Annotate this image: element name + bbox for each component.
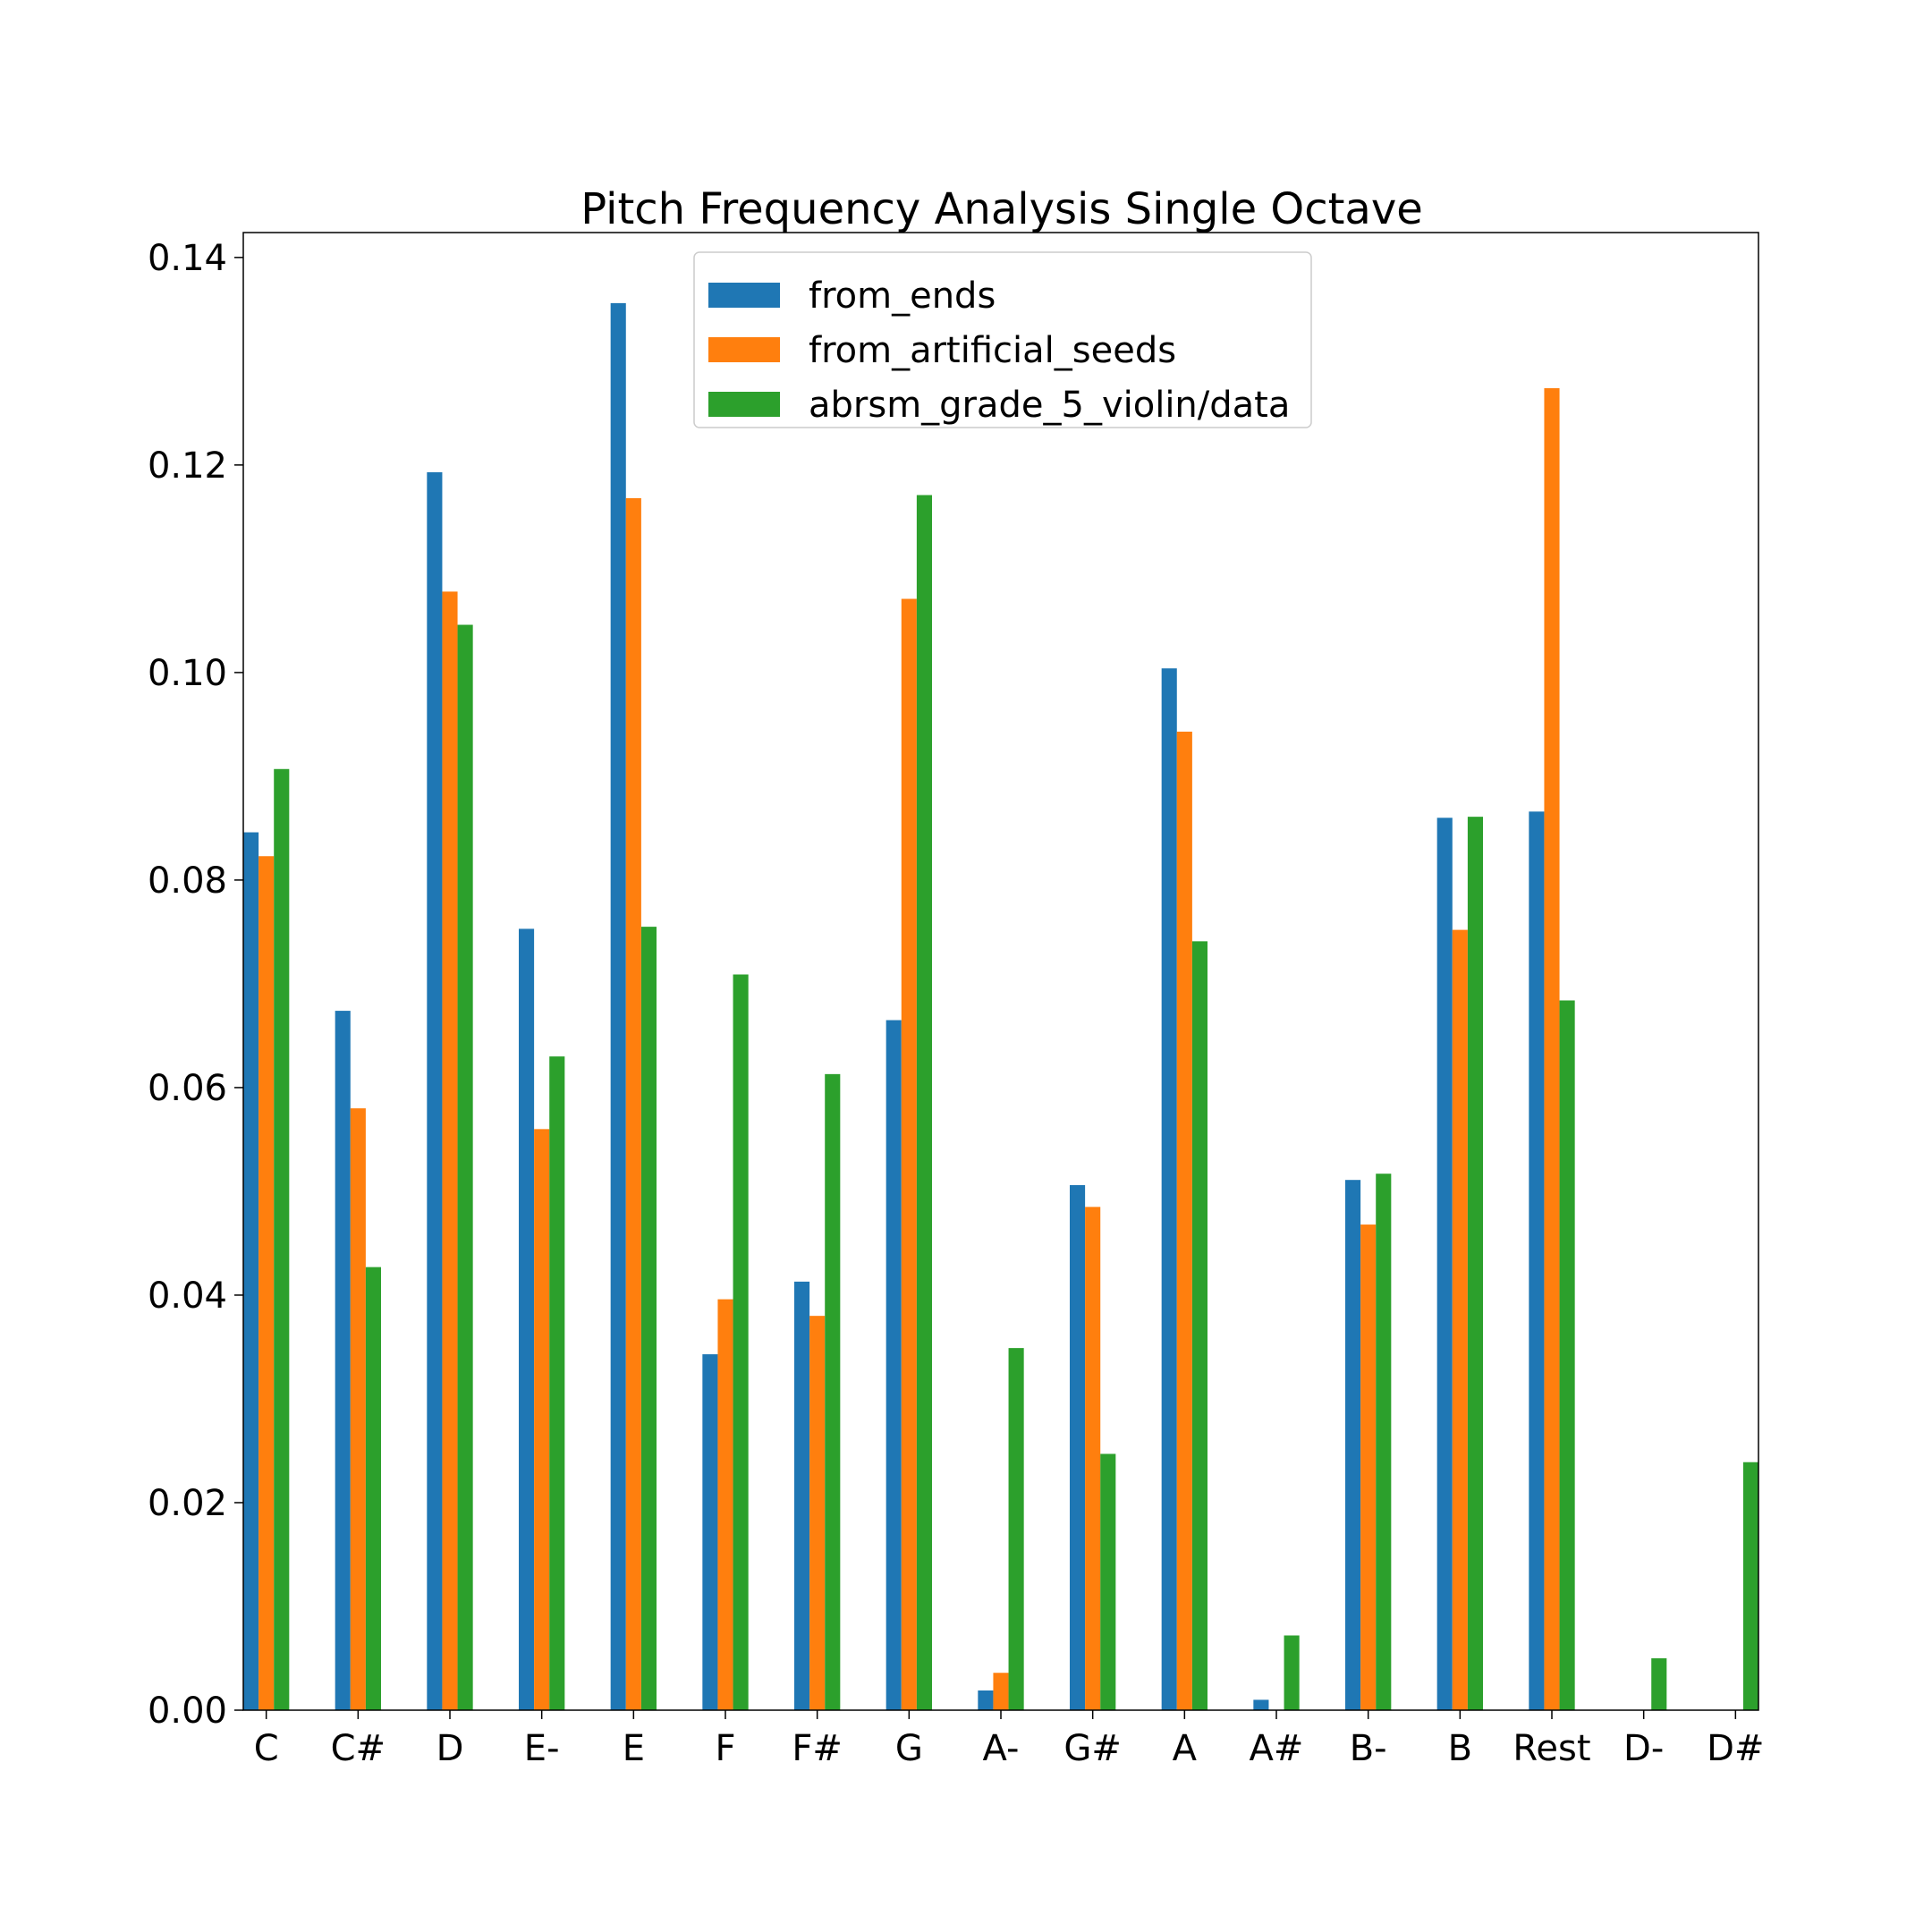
bar-from-artificial-seeds-8 (993, 1673, 1009, 1710)
bar-from-artificial-seeds-1 (350, 1108, 366, 1710)
bar-from-artificial-seeds-14 (1544, 388, 1560, 1710)
x-tick-label: B (1448, 1728, 1472, 1769)
x-tick-label: A# (1250, 1728, 1304, 1769)
bar-from-ends-7 (886, 1020, 902, 1710)
bar-abrsm-grade-5-violin-data-16 (1742, 1462, 1758, 1710)
bar-from-ends-2 (427, 471, 443, 1710)
bar-abrsm-grade-5-violin-data-10 (1191, 941, 1208, 1710)
bar-from-ends-5 (702, 1354, 718, 1710)
bar-from-ends-14 (1529, 811, 1545, 1710)
bar-from-artificial-seeds-10 (1176, 732, 1192, 1710)
chart-title: Pitch Frequency Analysis Single Octave (580, 184, 1423, 234)
legend-label: from_artificial_seeds (809, 330, 1176, 371)
bar-from-ends-3 (519, 928, 535, 1710)
bar-from-artificial-seeds-13 (1452, 929, 1468, 1710)
bar-from-ends-8 (978, 1690, 994, 1710)
legend-swatch (708, 283, 780, 308)
x-tick-label: E (623, 1728, 645, 1769)
x-tick-label: D (436, 1728, 464, 1769)
bar-abrsm-grade-5-violin-data-5 (733, 974, 749, 1710)
x-tick-label: A- (983, 1728, 1020, 1769)
bars-layer (243, 302, 1758, 1710)
bar-from-artificial-seeds-6 (809, 1316, 826, 1710)
bar-abrsm-grade-5-violin-data-1 (365, 1267, 381, 1710)
x-tick-label: G (895, 1728, 923, 1769)
bar-from-artificial-seeds-2 (442, 591, 458, 1710)
bar-from-ends-11 (1253, 1699, 1269, 1710)
bar-abrsm-grade-5-violin-data-13 (1467, 817, 1483, 1710)
bar-abrsm-grade-5-violin-data-11 (1284, 1635, 1300, 1710)
y-tick-label: 0.08 (148, 860, 227, 902)
x-tick-label: G# (1063, 1728, 1122, 1769)
x-tick-label: Rest (1513, 1728, 1590, 1769)
bar-abrsm-grade-5-violin-data-0 (274, 768, 290, 1710)
x-tick-label: A (1173, 1728, 1198, 1769)
bar-from-ends-4 (610, 302, 626, 1710)
bar-abrsm-grade-5-violin-data-14 (1559, 1000, 1575, 1710)
bar-from-ends-6 (794, 1281, 810, 1710)
y-tick-label: 0.10 (148, 653, 227, 694)
bar-from-artificial-seeds-4 (625, 497, 641, 1710)
legend-box (693, 251, 1312, 428)
bar-abrsm-grade-5-violin-data-6 (825, 1073, 841, 1710)
legend-swatch (708, 337, 780, 362)
y-tick-label: 0.04 (148, 1275, 227, 1317)
bar-from-artificial-seeds-0 (258, 856, 275, 1710)
x-tick-label: F (715, 1728, 735, 1769)
bar-from-ends-0 (243, 832, 259, 1710)
bar-abrsm-grade-5-violin-data-12 (1376, 1174, 1392, 1710)
x-tick-label: E- (524, 1728, 560, 1769)
bar-from-ends-10 (1161, 668, 1177, 1710)
legend-swatch (708, 392, 780, 417)
bar-from-artificial-seeds-9 (1085, 1207, 1101, 1710)
bar-abrsm-grade-5-violin-data-2 (457, 624, 473, 1710)
bar-from-ends-9 (1070, 1184, 1086, 1710)
x-tick-label: D# (1707, 1728, 1764, 1769)
bar-abrsm-grade-5-violin-data-3 (549, 1056, 565, 1710)
legend-label: abrsm_grade_5_violin/data (809, 385, 1290, 426)
bar-from-artificial-seeds-12 (1360, 1224, 1377, 1710)
x-tick-label: D- (1623, 1728, 1664, 1769)
y-tick-label: 0.06 (148, 1068, 227, 1109)
legend: from_ends from_artificial_seeds abrsm_grad… (693, 251, 1312, 428)
bar-abrsm-grade-5-violin-data-4 (640, 927, 657, 1710)
bar-abrsm-grade-5-violin-data-8 (1008, 1348, 1024, 1710)
x-tick-label: B- (1350, 1728, 1387, 1769)
x-tick-label: C# (331, 1728, 386, 1769)
y-tick-label: 0.12 (148, 445, 227, 487)
y-axis: 0.00 0.02 0.04 0.06 0.08 0.10 0.12 0.14 (148, 238, 243, 1732)
bar-abrsm-grade-5-violin-data-7 (916, 495, 932, 1710)
y-tick-label: 0.02 (148, 1483, 227, 1524)
x-tick-label: F# (792, 1728, 843, 1769)
legend-label: from_ends (809, 275, 996, 317)
bar-from-artificial-seeds-3 (534, 1129, 550, 1710)
bar-from-ends-12 (1345, 1180, 1361, 1710)
y-tick-label: 0.00 (148, 1690, 227, 1732)
x-tick-label: C (254, 1728, 279, 1769)
bar-from-artificial-seeds-7 (901, 598, 917, 1710)
bar-abrsm-grade-5-violin-data-9 (1100, 1453, 1116, 1710)
bar-from-artificial-seeds-5 (717, 1299, 733, 1710)
x-axis: C C# D E- E F F# G A- G# A A# B- B Rest D- D# (254, 1710, 1764, 1769)
bar-from-ends-1 (335, 1011, 351, 1710)
bar-from-ends-13 (1436, 818, 1453, 1710)
y-tick-label: 0.14 (148, 238, 227, 279)
bar-abrsm-grade-5-violin-data-15 (1651, 1657, 1667, 1710)
